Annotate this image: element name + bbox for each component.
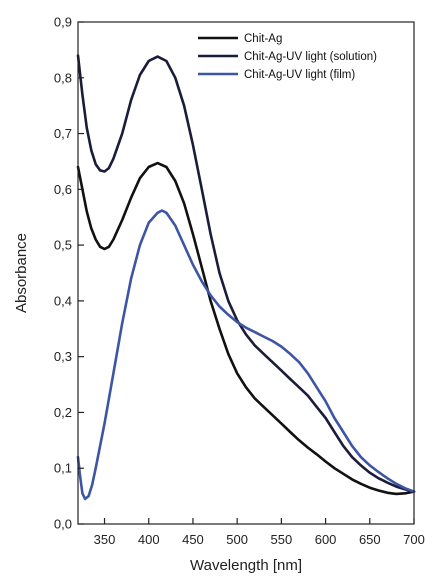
x-tick-label: 500: [226, 532, 248, 547]
y-axis-title: Absorbance: [13, 233, 30, 313]
x-tick-label: 700: [403, 532, 425, 547]
legend-label-3: Chit-Ag-UV light (film): [244, 69, 355, 81]
series-line-1: [76, 161, 416, 496]
x-tick-label: 600: [315, 532, 337, 547]
y-tick-label: 0,7: [54, 126, 72, 141]
y-tick-label: 0,5: [54, 238, 72, 253]
y-tick-label: 0,4: [54, 293, 72, 308]
y-tick-label: 0,3: [54, 349, 72, 364]
x-axis-title: Wavelength [nm]: [190, 557, 302, 574]
y-tick-label: 0,1: [54, 461, 72, 476]
y-tick-label: 0,9: [54, 15, 72, 30]
legend-label-1: Chit-Ag: [244, 33, 282, 45]
y-tick-label: 0,8: [54, 70, 72, 85]
y-tick-label: 0,2: [54, 405, 72, 420]
x-tick-label: 400: [138, 532, 160, 547]
x-axis: 350 400 450 500 550 600 650 700: [94, 518, 425, 547]
x-tick-label: 450: [182, 532, 204, 547]
plot-lines: [76, 54, 416, 501]
legend-label-2: Chit-Ag-UV light (solution): [244, 51, 377, 63]
x-tick-label: 650: [359, 532, 381, 547]
series-line-3: [76, 209, 416, 501]
x-tick-label: 550: [271, 532, 293, 547]
y-axis: 0,0 0,1 0,2 0,3 0,4 0,5 0,6 0,7 0,8 0,9: [54, 15, 84, 532]
plot-frame: [77, 21, 415, 525]
y-tick-label: 0,0: [54, 517, 72, 532]
x-tick-label: 350: [94, 532, 116, 547]
series-line-2: [76, 54, 416, 493]
y-tick-label: 0,6: [54, 182, 72, 197]
legend: Chit-Ag Chit-Ag-UV light (solution) Chit-A…: [198, 33, 377, 81]
